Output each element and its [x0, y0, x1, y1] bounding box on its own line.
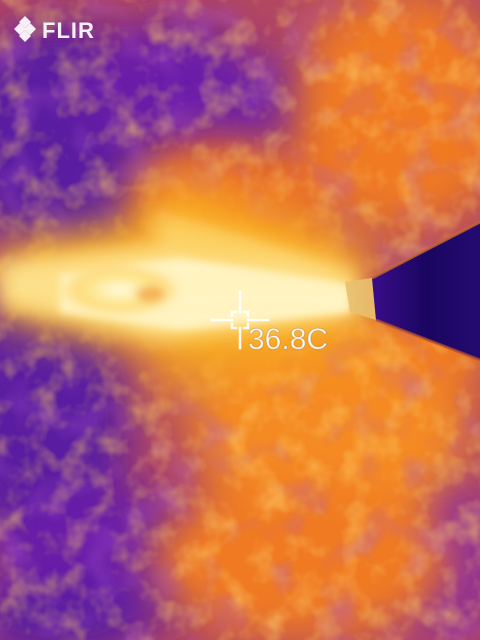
spot-temperature-readout: 36.8C: [247, 323, 329, 357]
crosshair-icon: [210, 290, 270, 350]
hot-plume-center: [60, 258, 350, 330]
flir-logo: FLIR: [14, 14, 95, 48]
nozzle-tip: [345, 220, 480, 362]
brand-name: FLIR: [42, 18, 95, 43]
flir-diamond-icon: [14, 16, 36, 42]
